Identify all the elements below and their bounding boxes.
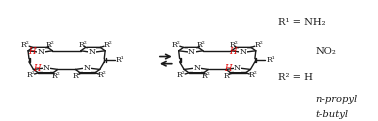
Text: R¹ = NH₂: R¹ = NH₂: [277, 18, 325, 27]
Text: R²: R²: [98, 71, 107, 79]
Text: n-propyl: n-propyl: [315, 95, 358, 104]
Text: N: N: [194, 64, 201, 72]
Text: R²: R²: [254, 41, 263, 49]
Text: R²: R²: [197, 41, 205, 49]
Text: R²: R²: [202, 72, 211, 79]
Text: N: N: [37, 48, 45, 56]
Text: R¹: R¹: [266, 56, 275, 64]
Text: R²: R²: [26, 71, 35, 79]
Text: R²: R²: [104, 41, 112, 49]
Text: t-butyl: t-butyl: [315, 110, 348, 119]
Text: H: H: [33, 64, 40, 73]
Text: R² = H: R² = H: [277, 73, 312, 82]
Text: R²: R²: [73, 72, 82, 79]
Text: N: N: [43, 64, 50, 72]
Text: H: H: [224, 64, 232, 73]
Text: R²: R²: [21, 41, 30, 49]
Text: N: N: [83, 64, 90, 72]
Text: N: N: [239, 48, 246, 56]
Text: N: N: [188, 48, 195, 56]
Text: R²: R²: [249, 71, 257, 79]
Text: R²: R²: [177, 71, 186, 79]
Text: R²: R²: [229, 41, 238, 49]
Text: R²: R²: [79, 41, 87, 49]
Text: H: H: [229, 47, 237, 56]
Text: R²: R²: [46, 41, 55, 49]
Text: R²: R²: [51, 72, 60, 79]
Text: R²: R²: [224, 72, 232, 79]
Text: N: N: [234, 64, 241, 72]
Text: H: H: [28, 47, 35, 56]
Text: R¹: R¹: [116, 56, 125, 64]
Text: N: N: [89, 48, 96, 56]
Text: R²: R²: [172, 41, 180, 49]
Text: NO₂: NO₂: [315, 47, 336, 56]
